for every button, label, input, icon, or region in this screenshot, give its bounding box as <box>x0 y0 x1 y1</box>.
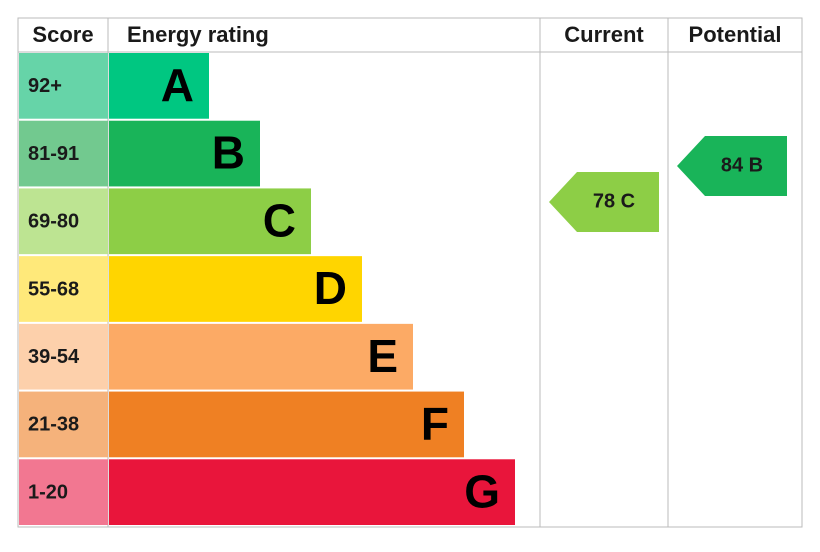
current-label: 78 C <box>593 190 635 212</box>
score-label: 55-68 <box>28 278 79 300</box>
rating-bar <box>109 391 464 458</box>
rating-letter: F <box>421 398 449 450</box>
rating-letter: G <box>464 465 500 517</box>
header-score: Score <box>32 22 93 47</box>
score-cell <box>19 391 108 458</box>
rating-letter: B <box>212 127 245 179</box>
score-cell <box>19 120 108 187</box>
current-arrow <box>549 172 659 232</box>
potential-arrow <box>677 136 787 196</box>
rating-bar <box>109 256 362 322</box>
score-cell <box>19 459 108 525</box>
score-label: 21-38 <box>28 414 79 436</box>
score-label: 1-20 <box>28 481 68 503</box>
rating-bar <box>109 459 515 525</box>
score-label: 92+ <box>28 75 62 97</box>
rating-bar <box>109 188 311 255</box>
header-rating: Energy rating <box>127 22 269 47</box>
header-potential: Potential <box>689 22 782 47</box>
score-label: 69-80 <box>28 211 79 233</box>
score-label: 39-54 <box>28 346 80 368</box>
rating-bar <box>109 323 413 390</box>
rating-bar <box>109 53 209 119</box>
score-cell <box>19 323 108 390</box>
header-current: Current <box>564 22 644 47</box>
rating-letter: D <box>314 262 347 314</box>
rating-letter: E <box>367 330 398 382</box>
rating-bar <box>109 120 260 187</box>
score-label: 81-91 <box>28 143 79 165</box>
score-cell <box>19 53 108 119</box>
score-cell <box>19 256 108 322</box>
rating-letter: A <box>161 59 194 111</box>
score-cell <box>19 188 108 255</box>
potential-label: 84 B <box>721 154 763 176</box>
frame <box>17 17 803 528</box>
rating-letter: C <box>263 194 296 246</box>
